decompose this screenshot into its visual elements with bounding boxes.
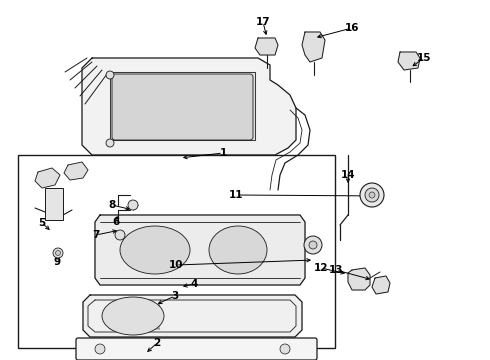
Circle shape (53, 248, 63, 258)
Text: 15: 15 (417, 53, 431, 63)
Circle shape (106, 139, 114, 147)
Text: 3: 3 (172, 291, 179, 301)
Polygon shape (95, 215, 305, 285)
Polygon shape (372, 276, 390, 294)
Text: 2: 2 (153, 338, 161, 348)
Text: 8: 8 (108, 200, 116, 210)
Polygon shape (35, 168, 60, 188)
Polygon shape (398, 52, 420, 70)
Circle shape (280, 344, 290, 354)
Polygon shape (82, 58, 296, 155)
Circle shape (55, 251, 60, 256)
FancyArrowPatch shape (52, 194, 56, 198)
Text: 16: 16 (345, 23, 359, 33)
Text: 6: 6 (112, 217, 120, 227)
Circle shape (365, 188, 379, 202)
Text: 13: 13 (329, 265, 343, 275)
Text: 10: 10 (169, 260, 183, 270)
Circle shape (304, 236, 322, 254)
Circle shape (369, 192, 375, 198)
Text: 4: 4 (190, 279, 197, 289)
Text: 17: 17 (256, 17, 270, 27)
Polygon shape (302, 32, 325, 62)
Ellipse shape (209, 226, 267, 274)
Polygon shape (64, 162, 88, 180)
FancyBboxPatch shape (112, 74, 253, 140)
Circle shape (309, 241, 317, 249)
Text: 12: 12 (314, 263, 328, 273)
Circle shape (106, 71, 114, 79)
Polygon shape (110, 72, 255, 140)
Text: 7: 7 (92, 230, 99, 240)
Circle shape (128, 200, 138, 210)
Polygon shape (83, 295, 302, 337)
Text: 5: 5 (38, 218, 46, 228)
Ellipse shape (102, 297, 164, 335)
Ellipse shape (120, 226, 190, 274)
Bar (45, 188, 63, 220)
Text: 14: 14 (341, 170, 355, 180)
FancyBboxPatch shape (76, 338, 317, 360)
Circle shape (360, 183, 384, 207)
Text: 11: 11 (229, 190, 243, 200)
Text: 9: 9 (53, 257, 61, 267)
Text: 1: 1 (220, 148, 227, 158)
Bar (18, 155, 335, 348)
Polygon shape (255, 38, 278, 55)
Circle shape (115, 230, 125, 240)
Polygon shape (348, 268, 370, 290)
Circle shape (95, 344, 105, 354)
